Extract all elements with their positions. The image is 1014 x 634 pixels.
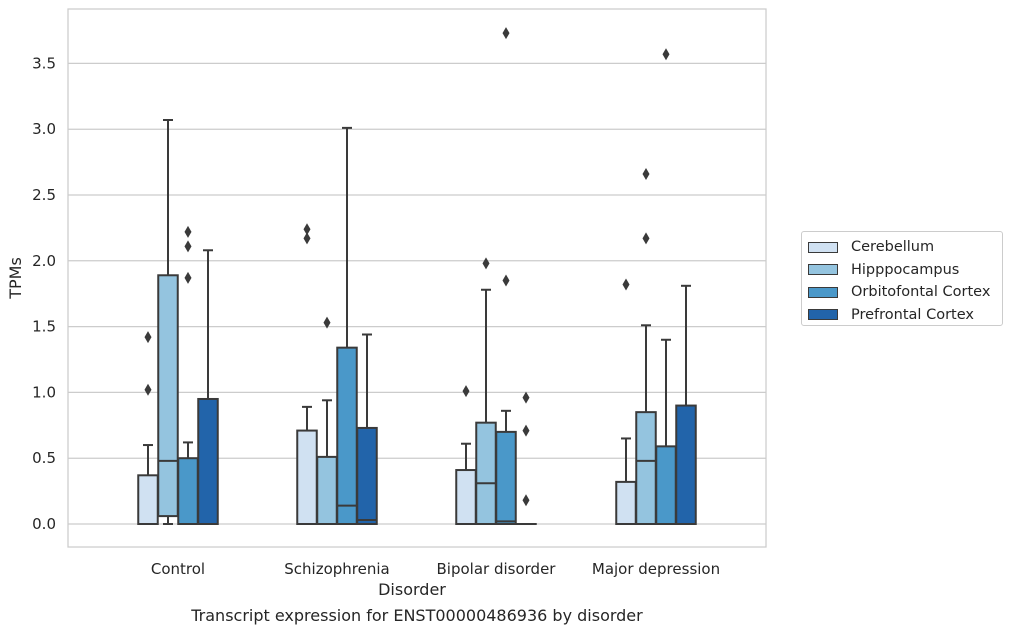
legend-label: Orbitofontal Cortex <box>851 284 991 301</box>
outlier-point <box>522 391 530 404</box>
box-body <box>197 397 219 526</box>
box-hipppocampus <box>635 167 657 526</box>
box-body <box>296 429 318 525</box>
y-tick-label: 2.5 <box>32 186 56 204</box>
outlier-point <box>323 316 331 329</box>
legend-label: Hipppocampus <box>851 261 960 278</box>
x-tick-labels: Control Schizophrenia Bipolar disorder Majo… <box>151 560 720 578</box>
outlier-point <box>144 383 152 396</box>
x-tick-label: Control <box>151 560 205 578</box>
outlier-point <box>642 167 650 180</box>
box-prefrontal-cortex <box>675 284 697 525</box>
outlier-point <box>303 232 311 245</box>
legend-swatch <box>808 241 838 253</box>
box-cerebellum <box>615 278 637 525</box>
box-orbitofontal-cortex <box>655 48 677 525</box>
box-body <box>455 469 477 526</box>
box-prefrontal-cortex <box>197 249 219 526</box>
y-tick-labels: 0.0 0.5 1.0 1.5 2.0 2.5 3.0 3.5 <box>32 54 56 533</box>
outlier-point <box>303 223 311 236</box>
plot-area-frame <box>67 8 767 548</box>
y-tick-label: 3.0 <box>32 120 56 138</box>
legend-item: Hipppocampus <box>808 259 1002 282</box>
box-body <box>475 421 497 525</box>
x-tick-label: Major depression <box>592 560 720 578</box>
box-hipppocampus <box>316 316 338 525</box>
legend-label: Cerebellum <box>851 239 935 256</box>
outlier-point <box>502 274 510 287</box>
box-prefrontal-cortex <box>356 333 378 526</box>
outlier-point <box>184 271 192 284</box>
box-body <box>157 274 179 518</box>
legend-label: Prefrontal Cortex <box>851 306 974 323</box>
outlier-point <box>662 48 670 61</box>
box-body <box>615 480 637 525</box>
box-orbitofontal-cortex <box>177 225 199 526</box>
box-body <box>177 457 199 526</box>
y-tick-label: 1.5 <box>32 318 56 336</box>
legend-item: Cerebellum <box>808 236 1002 259</box>
y-tick-label: 3.5 <box>32 54 56 72</box>
box-orbitofontal-cortex <box>336 126 358 525</box>
box-body <box>137 474 159 526</box>
box-hipppocampus <box>475 257 497 525</box>
legend-item: Orbitofontal Cortex <box>808 281 1002 304</box>
legend-swatch <box>808 264 838 276</box>
y-axis-label: TPMs <box>6 257 25 300</box>
outlier-point <box>522 424 530 437</box>
box-body <box>635 411 657 526</box>
outlier-point <box>462 385 470 398</box>
outlier-point <box>522 494 530 507</box>
y-tick-label: 1.0 <box>32 383 56 401</box>
y-tick-label: 0.0 <box>32 515 56 533</box>
box-body <box>316 455 338 525</box>
legend-swatch <box>808 286 838 298</box>
outlier-point <box>502 27 510 40</box>
box-orbitofontal-cortex <box>495 27 517 526</box>
box-cerebellum <box>296 223 318 525</box>
box-cerebellum <box>455 385 477 526</box>
boxes-layer <box>137 27 697 526</box>
legend-item: Prefrontal Cortex <box>808 304 1002 327</box>
outlier-point <box>642 232 650 245</box>
box-body <box>336 346 358 525</box>
box-cerebellum <box>137 331 159 526</box>
chart-title: Transcript expression for ENST0000048693… <box>191 606 643 625</box>
outlier-point <box>144 331 152 344</box>
outlier-point <box>184 225 192 238</box>
box-body <box>356 426 378 526</box>
box-body <box>675 404 697 525</box>
x-tick-label: Schizophrenia <box>284 560 389 578</box>
box-prefrontal-cortex <box>515 391 537 526</box>
box-hipppocampus <box>157 118 179 525</box>
outlier-point <box>482 257 490 270</box>
box-body <box>655 445 677 525</box>
legend-swatch <box>808 309 838 321</box>
y-tick-label: 0.5 <box>32 449 56 467</box>
outlier-point <box>622 278 630 291</box>
x-tick-label: Bipolar disorder <box>437 560 557 578</box>
y-tick-label: 2.0 <box>32 252 56 270</box>
box-body <box>495 430 517 526</box>
legend: Cerebellum Hipppocampus Orbitofontal Corte… <box>801 231 1003 326</box>
outlier-point <box>184 240 192 253</box>
x-axis-label: Disorder <box>378 580 446 599</box>
